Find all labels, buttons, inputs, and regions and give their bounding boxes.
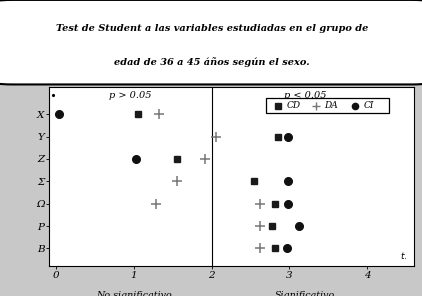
- Text: p > 0.05: p > 0.05: [109, 91, 151, 100]
- FancyBboxPatch shape: [266, 98, 390, 113]
- Text: Test de Student a las variables estudiadas en el grupo de: Test de Student a las variables estudiad…: [56, 24, 368, 33]
- Text: p < 0.05: p < 0.05: [284, 91, 326, 100]
- Text: CD: CD: [286, 101, 300, 110]
- Text: DA: DA: [324, 101, 338, 110]
- Text: CI: CI: [364, 101, 374, 110]
- Text: Significativo: Significativo: [275, 292, 335, 296]
- FancyBboxPatch shape: [0, 0, 422, 84]
- Text: No significativo: No significativo: [96, 292, 172, 296]
- Text: edad de 36 a 45 áños según el sexo.: edad de 36 a 45 áños según el sexo.: [114, 57, 310, 67]
- Text: $\mathit{t}$.: $\mathit{t}$.: [400, 250, 407, 261]
